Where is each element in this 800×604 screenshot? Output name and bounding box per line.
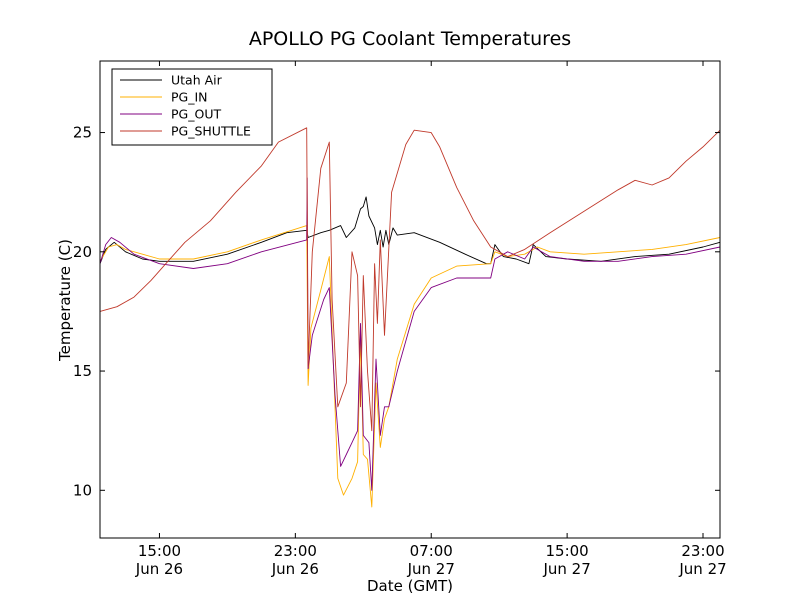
series-line-pg-shuttle [99, 127, 721, 432]
x-tick-label-time: 23:00 [274, 542, 317, 560]
legend-box [111, 68, 273, 146]
x-axis-label: Date (GMT) [367, 577, 453, 595]
x-tick-label-time: 15:00 [546, 542, 589, 560]
y-tick-label: 25 [73, 124, 92, 142]
series-line-pg-out [99, 177, 721, 491]
chart-title: APOLLO PG Coolant Temperatures [249, 28, 571, 50]
legend-label: Utah Air [171, 73, 223, 88]
legend: Utah Air PG_IN PG_OUT PG_SHUTTLE [111, 68, 273, 146]
series-line-utah-air [99, 196, 721, 265]
plot-frame [99, 60, 721, 539]
legend-label: PG_IN [171, 90, 208, 105]
x-tick-label-date: Jun 27 [542, 560, 590, 578]
x-tick-label-time: 23:00 [681, 542, 724, 560]
y-axis-label: Temperature (C) [56, 239, 74, 362]
y-axis: 10 15 20 25 [73, 124, 720, 499]
y-tick-label: 20 [73, 243, 92, 261]
x-tick-label-date: Jun 27 [407, 560, 455, 578]
x-tick-label-time: 15:00 [138, 542, 181, 560]
series-layer [99, 127, 721, 508]
x-tick-label-date: Jun 26 [135, 560, 183, 578]
x-tick-label-date: Jun 27 [678, 560, 726, 578]
legend-label: PG_OUT [171, 107, 221, 122]
legend-label: PG_SHUTTLE [171, 124, 251, 139]
x-tick-label-date: Jun 26 [271, 560, 319, 578]
y-tick-label: 10 [73, 481, 92, 499]
y-tick-label: 15 [73, 362, 92, 380]
x-tick-label-time: 07:00 [410, 542, 453, 560]
series-line-pg-in [99, 225, 721, 508]
